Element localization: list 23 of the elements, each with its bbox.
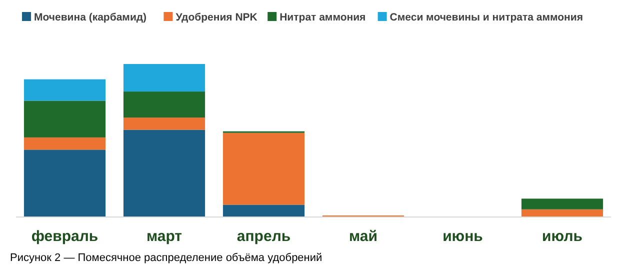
x-tick-label: май: [349, 228, 378, 245]
text: Рисунок 2 — Помесячное распределение объёма удобрений: [10, 252, 322, 264]
bar: [24, 79, 106, 101]
legend-label: Смеси мочевины и нитрата аммония: [390, 12, 583, 24]
x-tick-label: июль: [542, 228, 582, 245]
legend-label: Нитрат аммония: [280, 12, 366, 24]
x-tick-label: апрель: [236, 228, 291, 245]
legend-label: Мочевина (карбамид): [34, 12, 147, 24]
bar: [123, 92, 206, 118]
bar: [222, 204, 305, 217]
bar: [24, 137, 106, 150]
bar: [123, 64, 206, 92]
bar: [24, 100, 106, 138]
x-tick-label: февраль: [31, 228, 98, 245]
bar: [123, 130, 206, 217]
x-tick-label: март: [146, 228, 182, 245]
bar: [24, 150, 106, 217]
x-tick-label: июнь: [442, 228, 483, 245]
legend-label: Удобрения NPK: [176, 12, 258, 24]
bar: [222, 132, 305, 205]
bar: [521, 209, 604, 217]
bar: [521, 198, 604, 210]
bar: [123, 118, 206, 130]
